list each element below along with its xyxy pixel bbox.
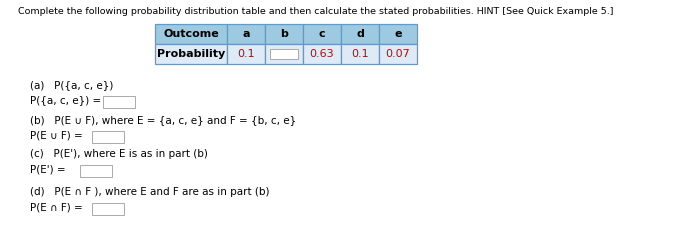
Text: Complete the following probability distribution table and then calculate the sta: Complete the following probability distr… [18,7,613,16]
Bar [303,24,341,44]
Text: d: d [356,29,364,39]
Bar [227,24,265,44]
Bar [341,44,379,64]
Text: 0.1: 0.1 [237,49,255,59]
Text: 0.07: 0.07 [386,49,410,59]
Text: (d)   P(E ∩ F ), where E and F are as in part (b): (d) P(E ∩ F ), where E and F are as in p… [30,187,270,197]
Text: b: b [280,29,288,39]
Text: (a)   P({a, c, e}): (a) P({a, c, e}) [30,80,113,90]
Bar [155,24,227,44]
Text: 0.1: 0.1 [351,49,369,59]
Text: (b)   P(E ∪ F), where E = {a, c, e} and F = {b, c, e}: (b) P(E ∪ F), where E = {a, c, e} and F … [30,115,296,125]
Text: e: e [394,29,402,39]
Bar [155,44,227,64]
Bar [265,44,303,64]
Bar [303,44,341,64]
Text: P(E ∪ F) =: P(E ∪ F) = [30,130,83,140]
Text: P(E') =: P(E') = [30,164,66,174]
Bar [265,24,303,44]
Text: a: a [242,29,250,39]
Text: c: c [318,29,326,39]
Text: P({a, c, e}) =: P({a, c, e}) = [30,95,101,105]
Bar [227,44,265,64]
Bar [341,24,379,44]
Bar [80,165,112,177]
Bar [92,203,124,215]
Text: (c)   P(E'), where E is as in part (b): (c) P(E'), where E is as in part (b) [30,149,208,159]
Bar [379,24,417,44]
Bar [92,131,124,143]
Text: Probability: Probability [157,49,225,59]
Bar [379,44,417,64]
Text: Outcome: Outcome [163,29,219,39]
Bar [103,96,135,108]
Text: 0.63: 0.63 [309,49,335,59]
Text: P(E ∩ F) =: P(E ∩ F) = [30,202,83,212]
Bar [270,49,298,59]
